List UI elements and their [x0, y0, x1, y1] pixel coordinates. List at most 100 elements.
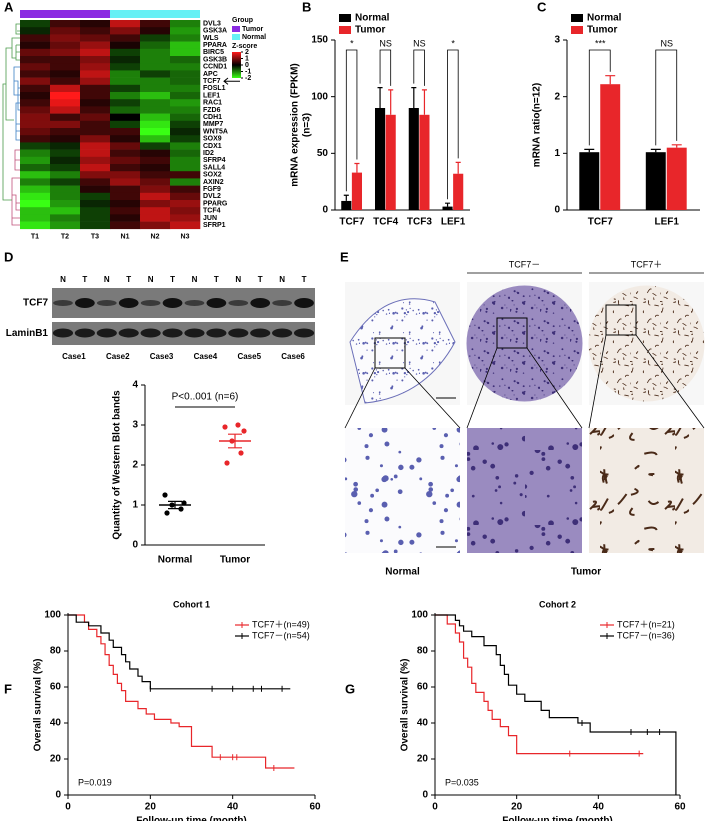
row-label: DVL3	[203, 20, 221, 27]
x-tick-label: 20	[145, 802, 157, 813]
heatmap-cell	[170, 77, 201, 86]
heatmap-cell	[140, 27, 171, 35]
blot-strip	[52, 322, 315, 345]
bar	[579, 152, 600, 210]
heatmap-cell	[140, 164, 171, 172]
group-bar	[80, 10, 110, 18]
heatmap-cell	[140, 200, 171, 208]
heatmap-cell	[110, 99, 141, 107]
heatmap-cell	[110, 207, 141, 215]
heatmap-cell	[50, 135, 81, 143]
legend-label: TCF7－(n=54)	[252, 630, 310, 640]
blot-band	[53, 300, 73, 306]
bar	[442, 206, 453, 210]
row-label: APC	[203, 71, 218, 78]
row-label: SFRP4	[203, 157, 226, 164]
scale-tick-label: -1	[245, 68, 251, 75]
heatmap-cell	[20, 200, 51, 208]
x-tick-label: 20	[511, 802, 523, 813]
y-tick-label: 0	[322, 205, 328, 216]
heatmap-cell	[80, 135, 111, 143]
heatmap-cell	[140, 48, 171, 57]
bar	[385, 114, 396, 210]
heatmap-cell	[170, 34, 201, 42]
x-tick-label: LEF1	[441, 217, 466, 228]
blot-strip	[52, 288, 315, 318]
row-label: PPARG	[203, 200, 228, 207]
heatmap-cell	[50, 20, 81, 28]
heatmap-cell	[20, 20, 51, 28]
heatmap-cell	[110, 149, 141, 158]
ihc-header: TCF7＋	[631, 259, 663, 269]
data-point	[238, 450, 244, 456]
row-label: GSK3B	[203, 56, 227, 63]
x-tick-label: TCF4	[373, 217, 398, 228]
heatmap-cell	[80, 164, 111, 172]
y-tick-label: 2	[132, 460, 138, 471]
scale-tick-label: 0	[245, 62, 249, 69]
legend-label: TCF7＋(n=49)	[252, 619, 310, 629]
row-label: LEF1	[203, 92, 220, 99]
scale-tick-label: 2	[245, 49, 249, 56]
heatmap-cell	[170, 120, 201, 129]
heatmap-cell	[170, 185, 201, 194]
bar	[419, 114, 430, 210]
legend-label: Tumor	[587, 25, 617, 36]
blot-band	[140, 328, 161, 338]
heatmap-cell	[140, 207, 171, 215]
blot-band	[74, 328, 95, 338]
significance-label: NS	[413, 38, 426, 48]
heatmap-cell	[110, 142, 141, 150]
y-tick-label: 1	[554, 148, 560, 159]
heatmap-cell	[140, 70, 171, 78]
survival-curve	[435, 614, 644, 755]
data-point	[224, 460, 230, 466]
heatmap-cell	[170, 92, 201, 100]
sem-bar	[168, 500, 182, 510]
heatmap-cell	[170, 200, 201, 208]
significance-bracket	[447, 49, 459, 200]
blot-band	[293, 328, 315, 338]
heatmap-cell	[20, 113, 51, 122]
heatmap-cell	[80, 113, 111, 122]
blot-band	[250, 328, 271, 338]
heatmap-cell	[140, 20, 171, 28]
heatmap-cell	[50, 200, 81, 208]
blot-band	[118, 298, 139, 308]
case-label: Case1	[62, 352, 86, 361]
group-bar	[140, 10, 170, 18]
heatmap-cell	[20, 135, 51, 143]
significance-bracket	[413, 49, 425, 86]
heatmap-cell	[80, 171, 111, 179]
zoom-line	[466, 347, 583, 429]
group-bar	[110, 10, 140, 18]
heatmap-cell	[170, 48, 201, 57]
zoom-box	[496, 317, 528, 349]
heatmap-cell	[170, 135, 201, 143]
bar	[600, 84, 621, 210]
x-tick-label: TCF3	[407, 217, 432, 228]
row-label: BIRC5	[203, 49, 224, 56]
legend-label: Tumor	[242, 26, 264, 33]
heatmap-cell	[50, 92, 81, 100]
legend-label: Normal	[355, 13, 390, 24]
row-label: PPARA	[203, 42, 227, 49]
legend-swatch	[571, 14, 583, 22]
heatmap-cell	[20, 156, 51, 165]
heatmap-cell	[110, 48, 141, 57]
significance-bracket	[379, 49, 392, 86]
heatmap-cell	[140, 92, 171, 100]
y-tick-label: 80	[50, 646, 62, 657]
heatmap-cell	[170, 164, 201, 172]
legend-swatch	[339, 26, 351, 34]
ihc-image	[467, 428, 582, 553]
x-tick-label: LEF1	[655, 217, 680, 228]
heatmap-cell	[110, 200, 141, 208]
blot-band	[75, 298, 95, 308]
heatmap-cell	[50, 207, 81, 215]
scale-tick-label: 1	[245, 55, 249, 62]
lane-label: T	[170, 275, 175, 284]
y-tick-label: 20	[50, 754, 62, 765]
heatmap-cell	[170, 178, 201, 186]
y-tick-label: 50	[317, 148, 329, 159]
